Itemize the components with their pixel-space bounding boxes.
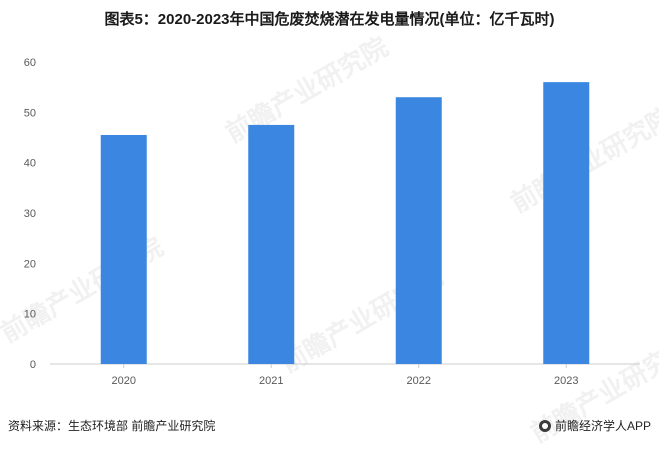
chart-title: 图表5：2020-2023年中国危废焚烧潜在发电量情况(单位：亿千瓦时) xyxy=(104,11,555,28)
bar xyxy=(100,134,147,364)
x-tick-label: 2023 xyxy=(554,375,578,387)
y-tick-label: 0 xyxy=(30,359,36,371)
source-note: 资料来源：生态环境部 前瞻产业研究院 xyxy=(8,419,216,433)
brand-credit: 前瞻经济学人APP xyxy=(538,417,651,434)
y-tick-label: 40 xyxy=(24,158,36,170)
bar xyxy=(248,124,295,365)
y-tick-label: 10 xyxy=(24,309,36,321)
y-tick-label: 50 xyxy=(24,107,36,119)
x-tick-label: 2020 xyxy=(112,375,136,387)
x-tick-label: 2022 xyxy=(407,375,431,387)
y-tick-label: 30 xyxy=(24,208,36,220)
bar xyxy=(395,97,442,364)
brand-logo-icon xyxy=(538,419,551,432)
brand-label: 前瞻经济学人APP xyxy=(554,419,651,433)
y-tick-label: 20 xyxy=(24,258,36,270)
y-tick-label: 60 xyxy=(24,57,36,69)
x-tick-label: 2021 xyxy=(259,375,283,387)
bar xyxy=(543,82,590,364)
